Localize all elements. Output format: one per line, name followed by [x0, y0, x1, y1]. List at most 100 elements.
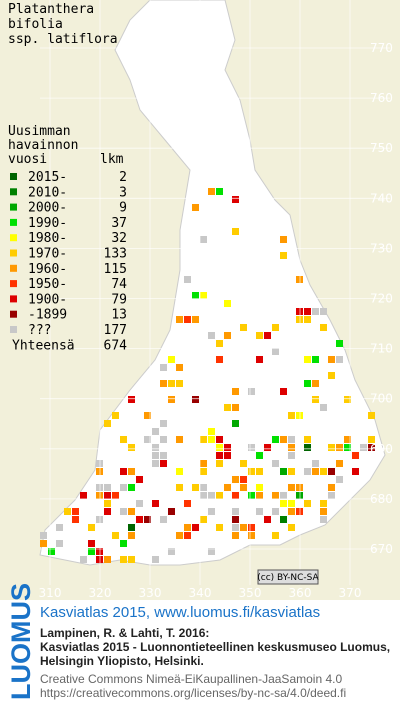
occurrence-cell: [256, 332, 263, 339]
title: Platanthera: [8, 2, 94, 17]
x-tick-label: 370: [339, 586, 362, 600]
occurrence-cell: [344, 436, 351, 443]
occurrence-cell: [96, 548, 103, 555]
occurrence-cell: [352, 468, 359, 475]
occurrence-cell: [240, 324, 247, 331]
occurrence-cell: [256, 452, 263, 459]
legend-swatch: [10, 203, 17, 211]
occurrence-cell: [224, 332, 231, 339]
occurrence-cell: [152, 428, 159, 435]
occurrence-cell: [208, 332, 215, 339]
occurrence-cell: [224, 452, 231, 459]
occurrence-cell: [224, 484, 231, 491]
occurrence-cell: [216, 436, 223, 443]
occurrence-cell: [280, 436, 287, 443]
occurrence-cell: [128, 484, 135, 491]
occurrence-cell: [232, 476, 239, 483]
legend-swatch: [10, 326, 17, 333]
occurrence-cell: [280, 500, 287, 507]
occurrence-cell: [104, 420, 111, 427]
y-tick-label: 670: [370, 542, 393, 556]
legend-label: 1970-: [28, 247, 67, 262]
occurrence-cell: [320, 404, 327, 411]
occurrence-cell: [216, 524, 223, 531]
occurrence-cell: [216, 460, 223, 467]
legend-label: 2010-: [28, 185, 67, 200]
occurrence-cell: [80, 556, 87, 563]
legend-count: 133: [104, 247, 127, 262]
occurrence-cell: [264, 332, 271, 339]
occurrence-cell: [288, 500, 295, 507]
occurrence-cell: [96, 460, 103, 467]
occurrence-cell: [96, 492, 103, 499]
occurrence-cell: [152, 556, 159, 563]
occurrence-cell: [200, 516, 207, 523]
y-tick-label: 740: [370, 191, 393, 205]
occurrence-cell: [232, 516, 239, 523]
occurrence-cell: [120, 540, 127, 547]
occurrence-cell: [280, 236, 287, 243]
occurrence-cell: [264, 444, 271, 451]
y-tick-label: 680: [370, 492, 393, 506]
occurrence-cell: [288, 484, 295, 491]
occurrence-cell: [56, 540, 63, 547]
citation: Helsingin Yliopisto, Helsinki.: [40, 654, 204, 668]
occurrence-cell: [104, 492, 111, 499]
occurrence-cell: [208, 188, 215, 195]
occurrence-cell: [192, 204, 199, 211]
occurrence-cell: [120, 436, 127, 443]
occurrence-cell: [128, 524, 135, 531]
occurrence-cell: [216, 452, 223, 459]
occurrence-cell: [288, 412, 295, 419]
occurrence-cell: [232, 508, 239, 515]
occurrence-cell: [216, 356, 223, 363]
occurrence-cell: [296, 492, 303, 499]
legend-label: 1990-: [28, 216, 67, 231]
occurrence-cell: [200, 236, 207, 243]
occurrence-cell: [360, 444, 367, 451]
occurrence-cell: [128, 468, 135, 475]
occurrence-cell: [184, 532, 191, 539]
occurrence-cell: [176, 380, 183, 387]
legend-count: 177: [104, 323, 127, 338]
occurrence-cell: [224, 404, 231, 411]
legend-label: 1960-: [28, 262, 67, 277]
occurrence-cell: [312, 308, 319, 315]
occurrence-cell: [208, 436, 215, 443]
x-tick-label: 360: [289, 586, 312, 600]
occurrence-cell: [232, 228, 239, 235]
occurrence-cell: [232, 404, 239, 411]
occurrence-cell: [248, 388, 255, 395]
legend-count: 2: [119, 170, 127, 185]
occurrence-cell: [96, 484, 103, 491]
occurrence-cell: [256, 356, 263, 363]
occurrence-cell: [296, 308, 303, 315]
legend-label: 1950-: [28, 277, 67, 292]
legend-count: 115: [104, 262, 127, 277]
occurrence-cell: [128, 444, 135, 451]
occurrence-cell: [176, 484, 183, 491]
occurrence-cell: [184, 500, 191, 507]
y-tick-label: 770: [370, 41, 393, 55]
occurrence-cell: [240, 460, 247, 467]
occurrence-cell: [176, 364, 183, 371]
occurrence-cell: [272, 436, 279, 443]
occurrence-cell: [280, 388, 287, 395]
occurrence-cell: [312, 460, 319, 467]
occurrence-cell: [216, 188, 223, 195]
occurrence-cell: [152, 452, 159, 459]
license-text: Creative Commons Nimeä-EiKaupallinen-Jaa…: [40, 672, 342, 686]
legend-swatch: [10, 310, 17, 318]
occurrence-cell: [88, 548, 95, 555]
occurrence-cell: [136, 500, 143, 507]
occurrence-cell: [176, 316, 183, 323]
legend-title: havainnon: [8, 138, 78, 153]
occurrence-cell: [200, 292, 207, 299]
legend-title: Uusimman: [8, 124, 71, 139]
occurrence-cell: [328, 372, 335, 379]
occurrence-cell: [184, 276, 191, 283]
occurrence-cell: [336, 444, 343, 451]
occurrence-cell: [264, 516, 271, 523]
occurrence-cell: [160, 436, 167, 443]
